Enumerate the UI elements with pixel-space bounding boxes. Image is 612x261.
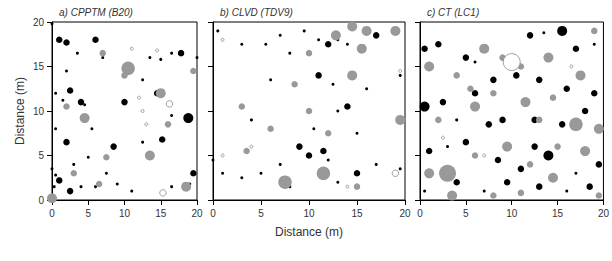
svg-text:0: 0	[38, 195, 44, 206]
svg-text:15: 15	[33, 61, 45, 72]
svg-text:15: 15	[552, 208, 564, 219]
svg-text:20: 20	[399, 208, 411, 219]
svg-text:0: 0	[49, 208, 55, 219]
svg-text:10: 10	[33, 106, 45, 117]
svg-text:15: 15	[351, 208, 363, 219]
svg-text:10: 10	[119, 208, 131, 219]
svg-text:Distance (m): Distance (m)	[275, 225, 343, 239]
svg-text:5: 5	[85, 208, 91, 219]
svg-text:5: 5	[463, 208, 469, 219]
svg-text:20: 20	[33, 17, 45, 28]
svg-text:20: 20	[191, 208, 203, 219]
svg-text:10: 10	[506, 208, 518, 219]
svg-text:0: 0	[417, 208, 423, 219]
svg-text:0: 0	[210, 208, 216, 219]
svg-text:b) CLVD (TDV9): b) CLVD (TDV9)	[220, 7, 293, 18]
svg-text:5: 5	[38, 150, 44, 161]
svg-text:20: 20	[598, 208, 610, 219]
svg-text:15: 15	[155, 208, 167, 219]
svg-text:5: 5	[258, 208, 264, 219]
svg-text:10: 10	[303, 208, 315, 219]
svg-text:c) CT (LC1): c) CT (LC1)	[427, 7, 479, 18]
svg-text:a) CPPTM (B20): a) CPPTM (B20)	[59, 7, 133, 18]
svg-text:Distance (m): Distance (m)	[13, 77, 27, 145]
